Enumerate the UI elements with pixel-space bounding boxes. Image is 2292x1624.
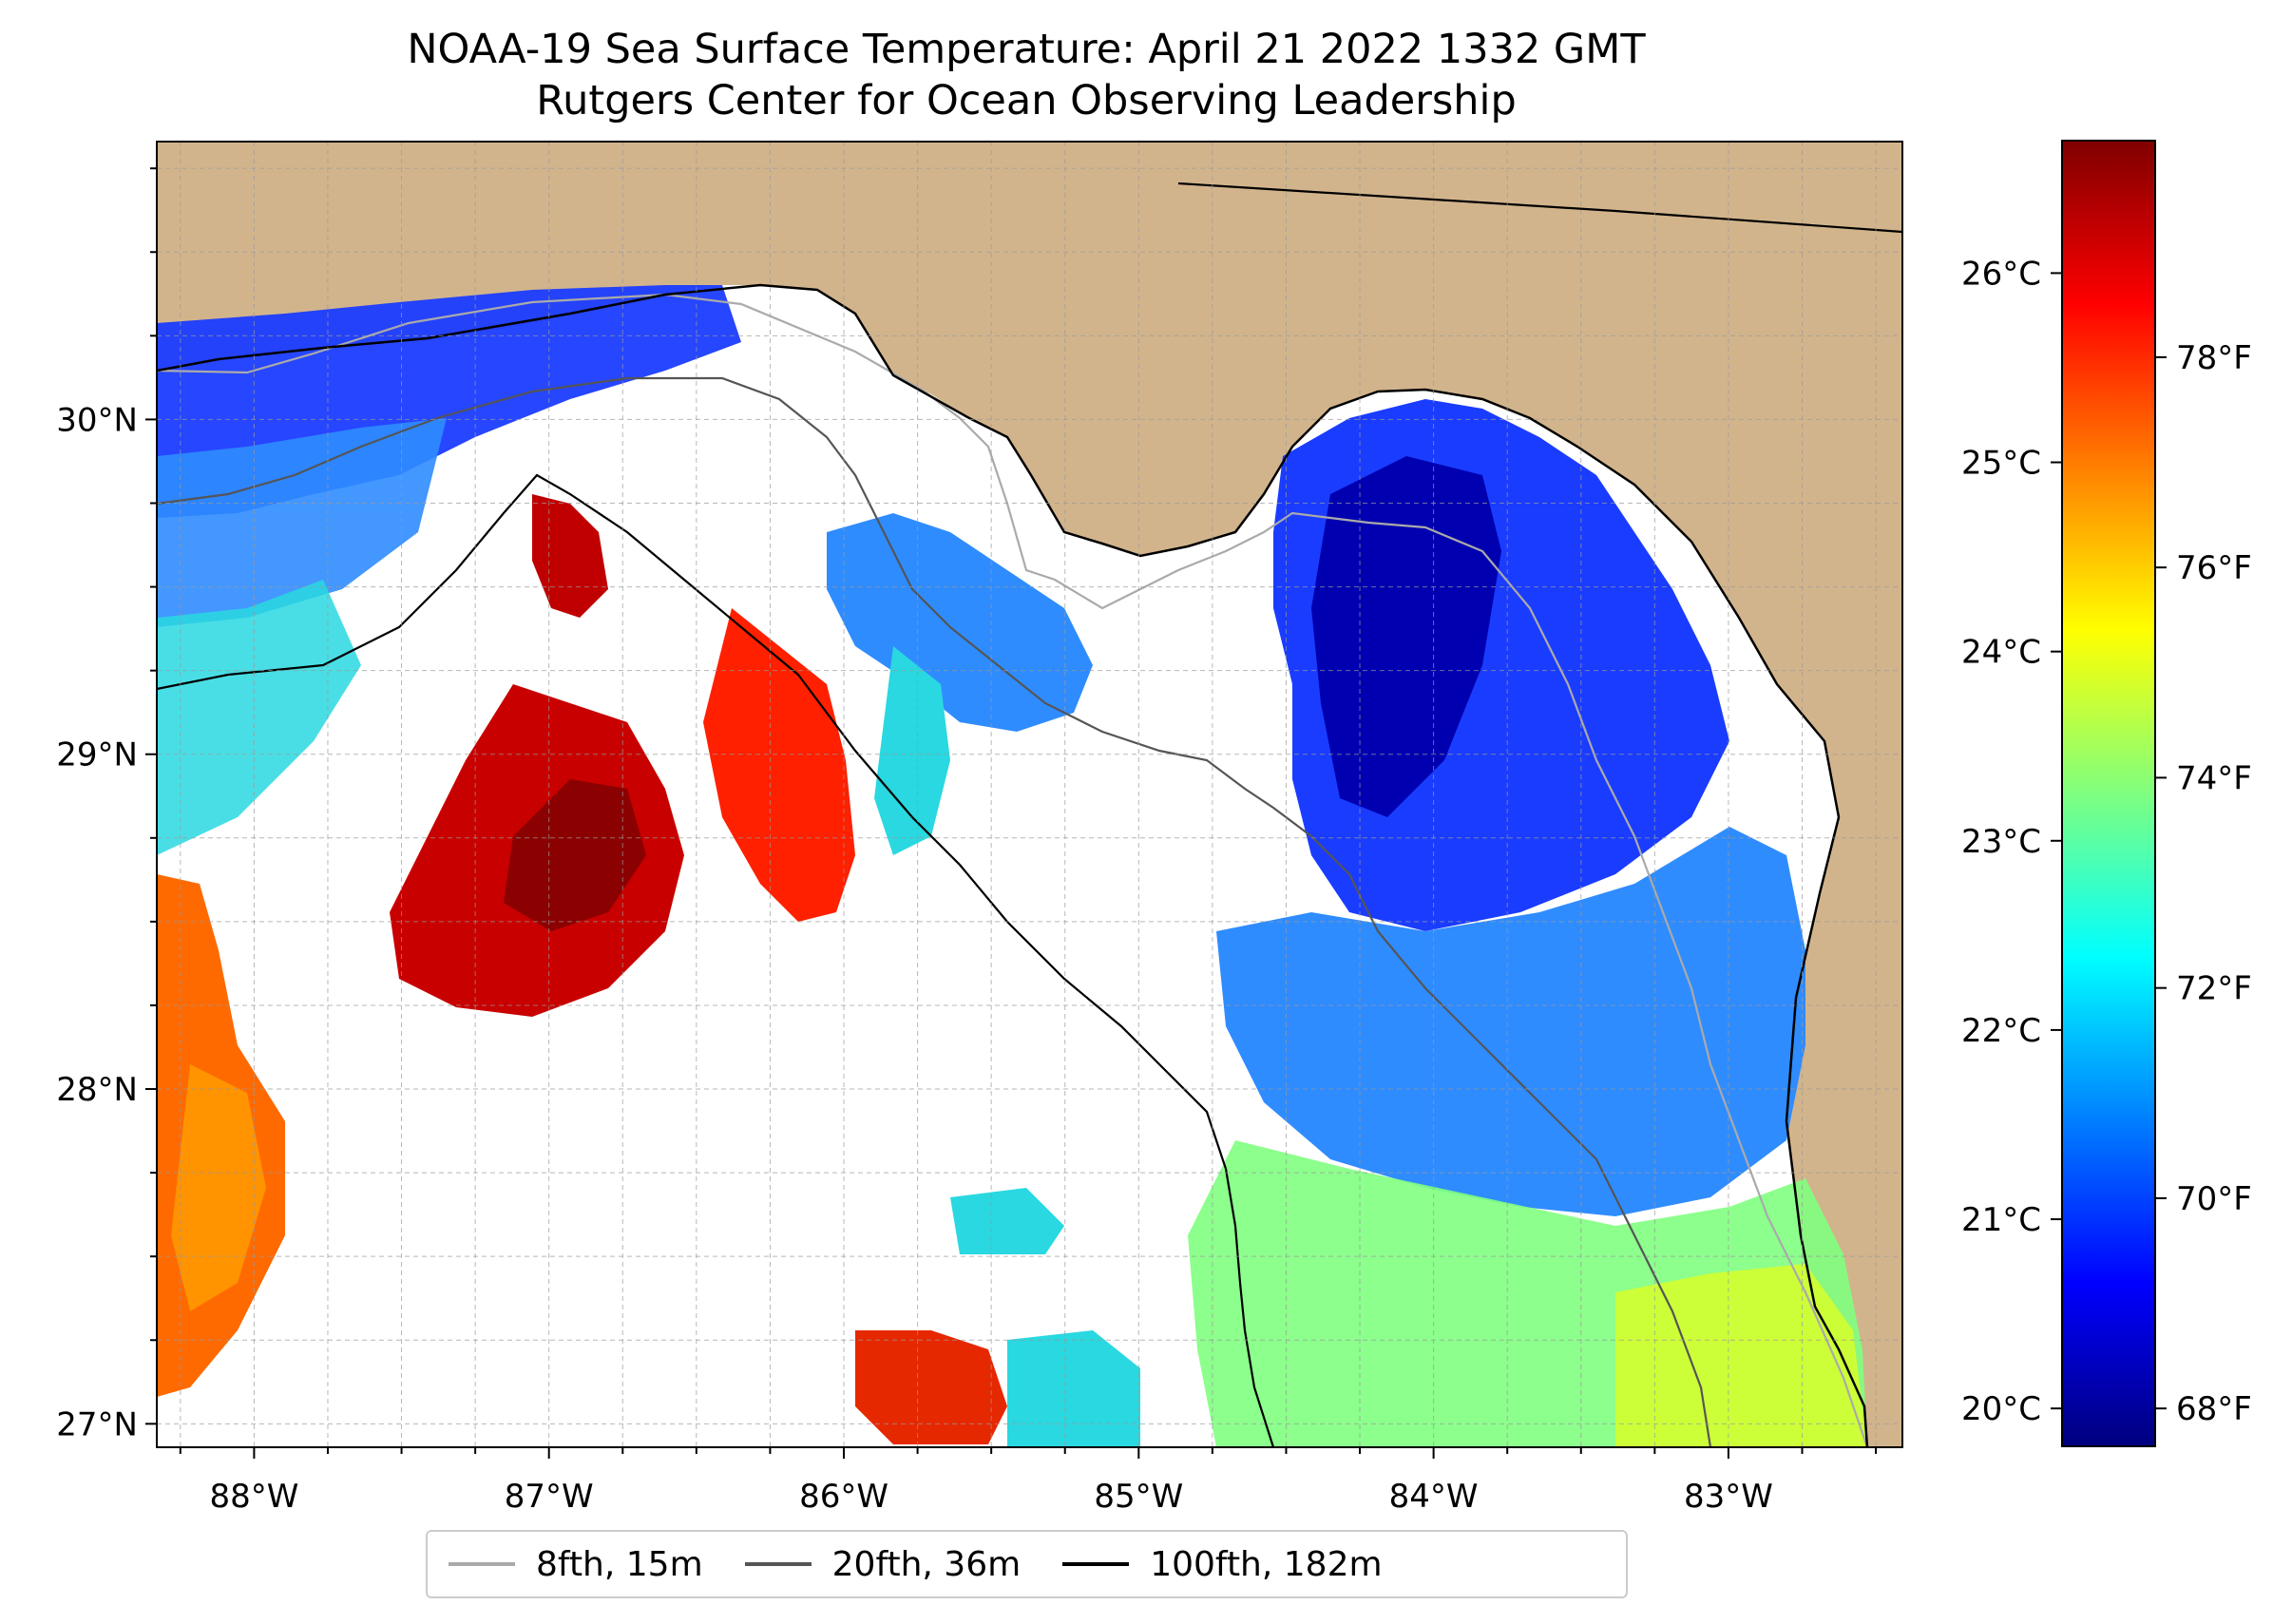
title-line-1: NOAA-19 Sea Surface Temperature: April 2… [407,26,1646,73]
map-frame [156,141,1903,1448]
title-line-2: Rutgers Center for Ocean Observing Leade… [536,77,1517,124]
isobath-8fth [157,293,1869,1447]
isobath-20fth [157,376,1712,1447]
legend-swatch-8fth [449,1562,515,1566]
fahrenheit-tick-label: 78°F [2176,339,2252,377]
legend-label-20fth: 20fth, 36m [831,1544,1022,1584]
lon-tick-label: 85°W [1094,1478,1183,1516]
state-boundary-line [1177,182,1902,234]
colorbar [2061,140,2156,1447]
legend-label-100fth: 100fth, 182m [1150,1544,1383,1584]
isobath-100fth [157,473,1275,1447]
celsius-tick-label: 20°C [1961,1390,2041,1428]
lat-tick-label: 30°N [56,401,138,439]
legend-item-20fth: 20fth, 36m [744,1544,1022,1584]
lon-tick-label: 83°W [1684,1478,1773,1516]
sst-field [157,285,1867,1447]
lon-tick-label: 87°W [505,1478,594,1516]
lon-tick-label: 88°W [209,1478,298,1516]
fahrenheit-tick-label: 76°F [2176,549,2252,587]
colorbar-fahrenheit-axis: 68°F 70°F 72°F 74°F 76°F 78°F [2155,339,2252,1428]
isobath-legend: 8fth, 15m 20fth, 36m 100fth, 182m [426,1530,1628,1598]
legend-item-100fth: 100fth, 182m [1062,1544,1383,1584]
celsius-tick-label: 26°C [1961,255,2041,293]
legend-item-8fth: 8fth, 15m [449,1545,703,1584]
coastline-line [157,283,1869,1447]
legend-swatch-20fth [744,1562,812,1566]
celsius-tick-label: 23°C [1961,823,2041,861]
lat-tick-label: 28°N [56,1071,138,1109]
colorbar-celsius-axis: 20°C 21°C 22°C 23°C 24°C 25°C 26°C [1961,255,2062,1428]
lat-tick-label: 27°N [56,1405,138,1443]
celsius-tick-label: 24°C [1961,634,2041,672]
legend-swatch-100fth [1062,1562,1130,1566]
latitude-axis: 30°N 29°N 28°N 27°N [56,167,157,1443]
fahrenheit-tick-label: 68°F [2176,1390,2252,1428]
celsius-tick-label: 21°C [1961,1201,2041,1239]
fahrenheit-tick-label: 72°F [2176,970,2252,1008]
lon-tick-label: 86°W [799,1478,888,1516]
celsius-tick-label: 25°C [1961,445,2041,483]
map-panel [157,142,1902,1447]
fahrenheit-tick-label: 74°F [2176,759,2252,797]
isobath-lines [157,182,1902,1447]
legend-label-8fth: 8fth, 15m [536,1544,703,1584]
land-area [157,142,1902,1447]
lat-tick-label: 29°N [56,736,138,774]
grid-lines [157,142,1902,1447]
longitude-axis: 88°W 87°W 86°W 85°W 84°W 83°W [179,1447,1878,1516]
celsius-tick-label: 22°C [1961,1012,2041,1050]
fahrenheit-tick-label: 70°F [2176,1180,2252,1218]
lon-tick-label: 84°W [1389,1478,1479,1516]
